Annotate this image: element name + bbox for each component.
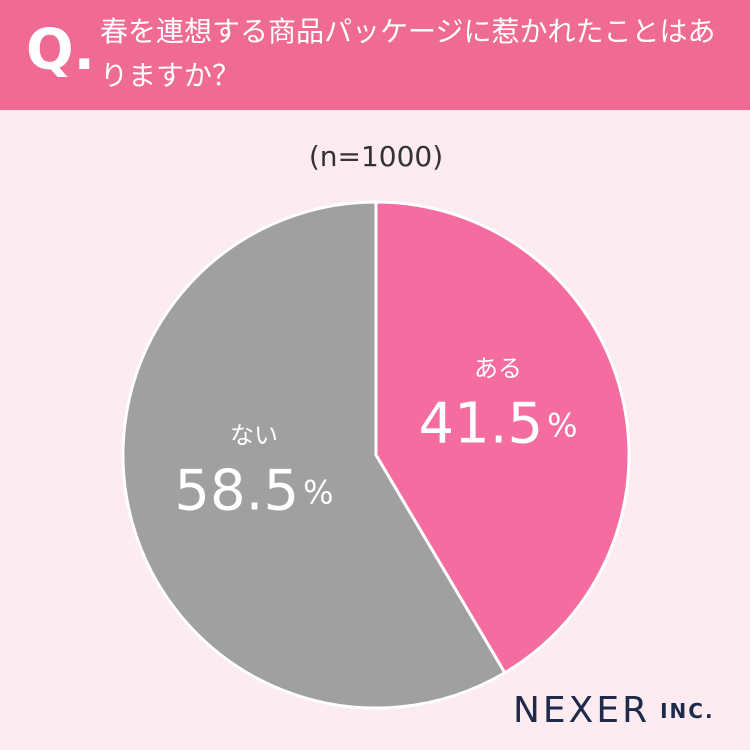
chart-title: 春を連想する商品パッケージに惹かれたことはありますか？ <box>100 15 716 92</box>
pie: ある 41.5 % ない 58.5% <box>121 200 631 710</box>
slice-label: ない <box>230 421 278 449</box>
question-mark: Q. <box>26 18 95 83</box>
slice-label: ある <box>474 355 522 383</box>
header: Q. 春を連想する商品パッケージに惹かれたことはありますか？ <box>0 0 750 110</box>
pie-slice <box>374 200 631 675</box>
value-label: 41.5% <box>418 392 577 457</box>
brand-name: NEXER <box>513 690 650 731</box>
subtitle: (n=1000) <box>309 140 443 173</box>
value-label: 58.5% <box>174 459 333 524</box>
brand-suffix: INC. <box>660 699 714 723</box>
brand: NEXER INC. <box>513 690 715 731</box>
pie-slice <box>121 200 507 710</box>
